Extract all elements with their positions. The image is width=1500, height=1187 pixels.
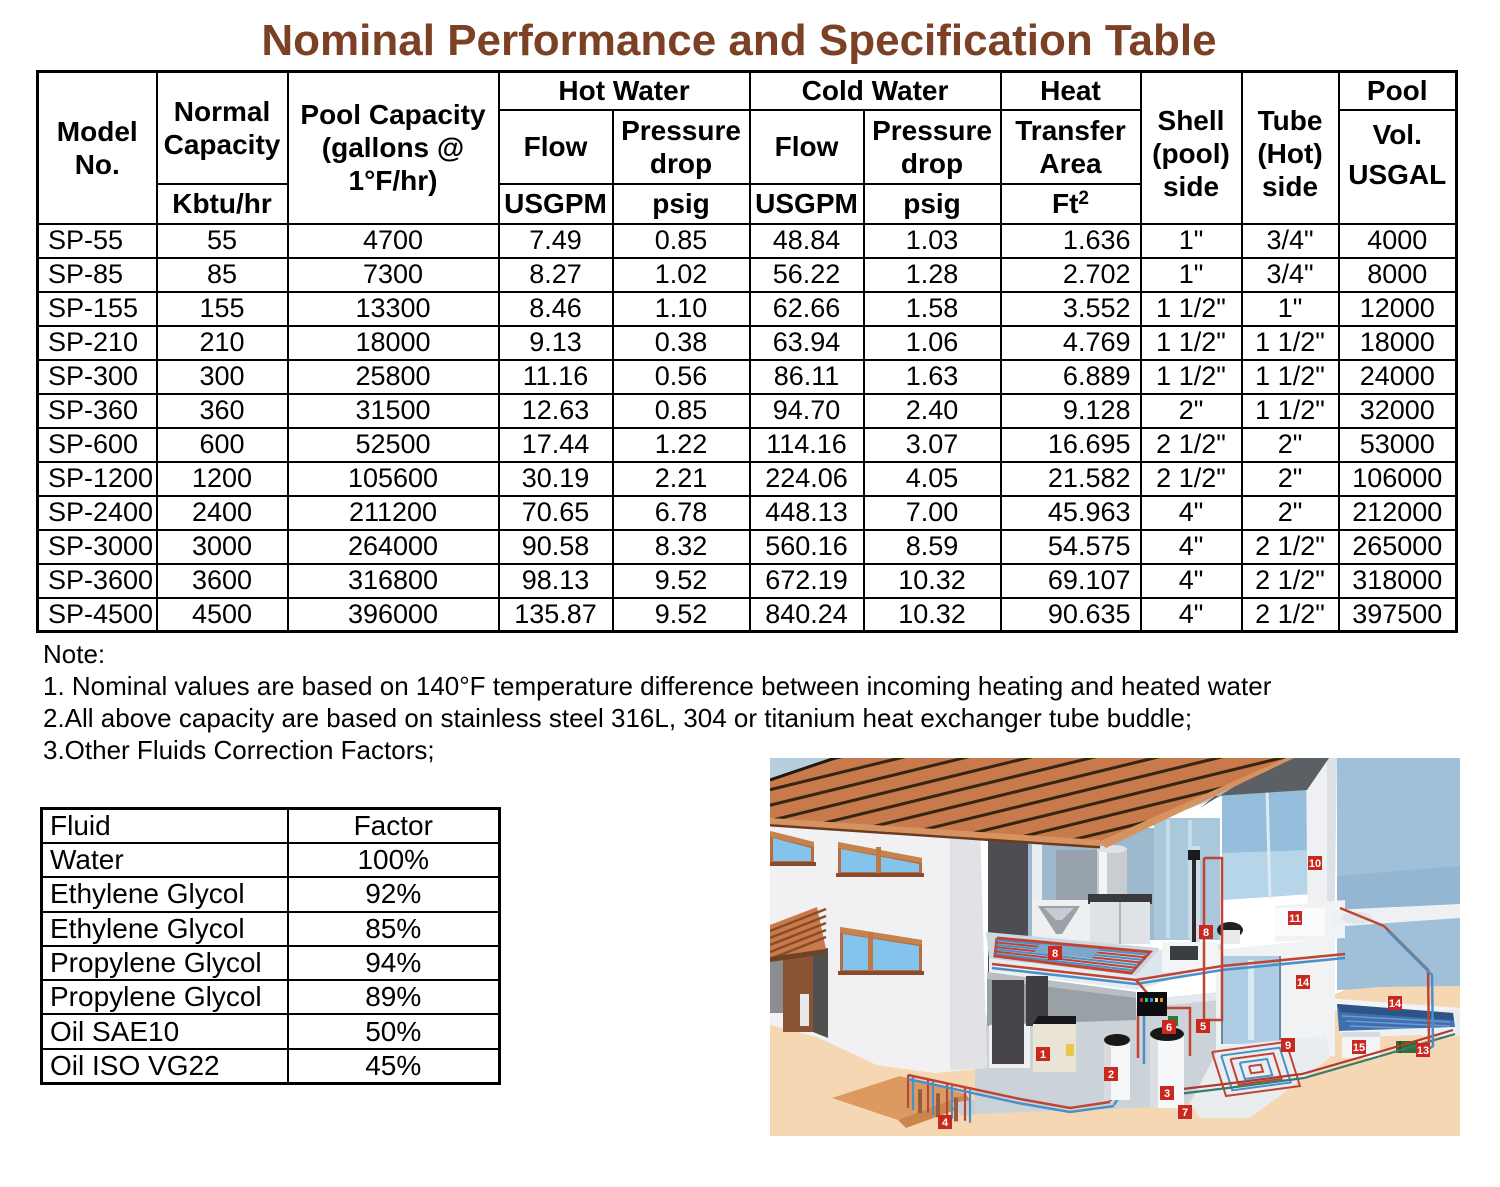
svg-text:1: 1	[1040, 1049, 1046, 1061]
svg-text:8: 8	[1052, 948, 1058, 960]
svg-text:14: 14	[1297, 977, 1310, 989]
svg-text:4: 4	[942, 1117, 949, 1129]
svg-text:8: 8	[1203, 927, 1209, 939]
svg-text:10: 10	[1309, 858, 1321, 870]
svg-text:13: 13	[1417, 1045, 1429, 1057]
svg-text:9: 9	[1285, 1040, 1291, 1052]
svg-text:5: 5	[1200, 1021, 1206, 1033]
svg-text:15: 15	[1353, 1042, 1365, 1054]
svg-text:7: 7	[1182, 1107, 1188, 1119]
svg-text:2: 2	[1108, 1069, 1114, 1081]
svg-text:6: 6	[1166, 1022, 1172, 1034]
svg-text:11: 11	[1289, 913, 1301, 925]
svg-text:14: 14	[1389, 998, 1402, 1010]
svg-text:3: 3	[1164, 1088, 1170, 1100]
